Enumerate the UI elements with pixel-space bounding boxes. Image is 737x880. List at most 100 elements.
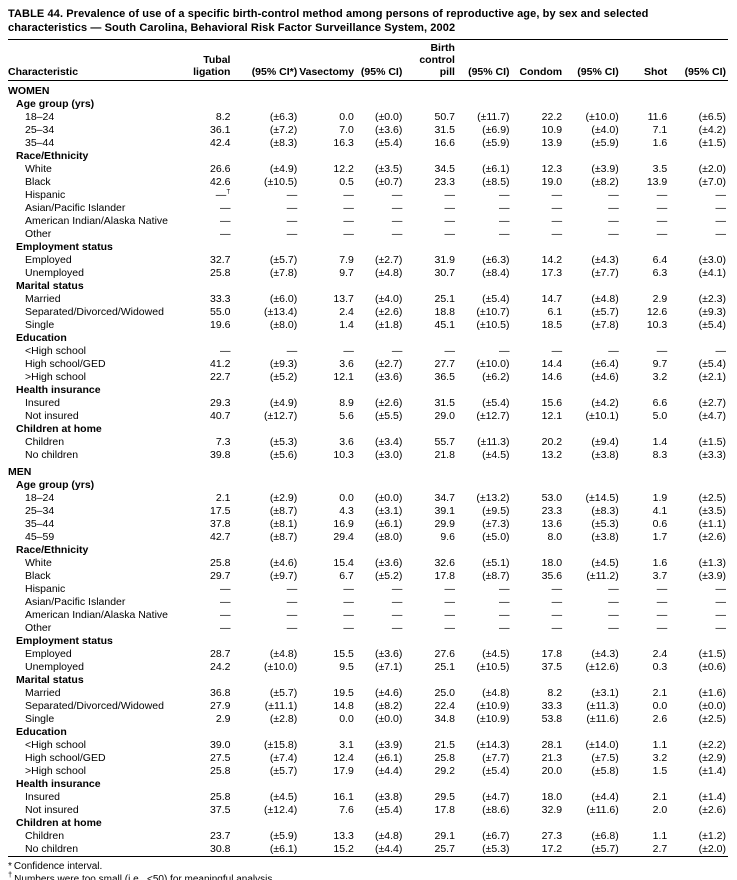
value-cell: 0.3 xyxy=(652,660,668,673)
ci-cell: (±0.0) xyxy=(375,712,403,725)
value-cell: 9.5 xyxy=(339,660,354,673)
value-cell: 37.5 xyxy=(541,660,563,673)
row-label: >High school xyxy=(25,764,86,777)
col-header-condom: Condom xyxy=(511,38,565,81)
ci-cell: — xyxy=(715,188,727,201)
value-cell: 3.7 xyxy=(652,569,668,582)
value-cell: — xyxy=(444,582,455,595)
ci-cell: (±6.3) xyxy=(482,253,510,266)
ci-cell: (±4.9) xyxy=(269,162,298,175)
ci-cell: (±3.8) xyxy=(591,530,619,543)
ci-cell: (±5.5) xyxy=(375,409,403,422)
row-label: American Indian/Alaska Native xyxy=(25,608,168,621)
row-label: Unemployed xyxy=(25,660,84,673)
ci-cell: — xyxy=(715,227,727,240)
value-cell: 31.9 xyxy=(434,253,455,266)
row-label: <High school xyxy=(25,344,86,357)
ci-cell: (±1.5) xyxy=(698,136,726,149)
value-cell: 7.3 xyxy=(215,435,231,448)
value-cell: 32.7 xyxy=(210,253,231,266)
ci-cell: (±4.3) xyxy=(591,253,619,266)
value-cell: — xyxy=(656,621,668,634)
row-label: Not insured xyxy=(25,409,79,422)
value-cell: 39.1 xyxy=(434,504,455,517)
value-cell: — xyxy=(551,621,563,634)
value-cell: 2.1 xyxy=(652,790,668,803)
ci-cell: (±4.0) xyxy=(375,292,403,305)
ci-cell: — xyxy=(286,595,298,608)
table-row: >High school 22.7 (±5.2) 12.1 (±3.6) 36.5 (±6.… xyxy=(8,371,728,384)
ci-cell: (±4.1) xyxy=(698,266,726,279)
value-cell: 13.2 xyxy=(541,448,563,461)
value-cell: 10.9 xyxy=(541,123,563,136)
ci-cell: (±2.5) xyxy=(698,712,726,725)
table-row: <High school 39.0 (±15.8) 3.1 (±3.9) 21.5 (±14… xyxy=(8,739,728,752)
table-row: Hispanic —† — — — — — — — — — xyxy=(8,189,728,202)
ci-cell: (±9.3) xyxy=(698,305,726,318)
ci-cell: (±0.6) xyxy=(698,660,726,673)
ci-cell: (±7.8) xyxy=(269,266,298,279)
ci-cell: (±6.4) xyxy=(591,357,619,370)
value-cell: 25.8 xyxy=(210,266,231,279)
ci-cell: (±7.4) xyxy=(269,751,298,764)
ci-cell: (±3.5) xyxy=(375,162,403,175)
value-cell: 6.6 xyxy=(652,396,668,409)
row-label: Other xyxy=(25,227,52,240)
value-cell: 13.3 xyxy=(333,829,354,842)
ci-cell: (±5.4) xyxy=(698,318,726,331)
table-row: White 25.8 (±4.6) 15.4 (±3.6) 32.6 (±5.1) 18.0 (… xyxy=(8,557,728,570)
value-cell: 31.5 xyxy=(434,123,455,136)
table-row: White 26.6 (±4.9) 12.2 (±3.5) 34.5 (±6.1) 12.3 (… xyxy=(8,163,728,176)
subsection-header-row: Age group (yrs) xyxy=(8,479,728,492)
ci-cell: — xyxy=(608,227,619,240)
value-cell: — xyxy=(343,621,354,634)
ci-cell: (±4.4) xyxy=(591,790,619,803)
subsection-label: Race/Ethnicity xyxy=(16,149,89,162)
ci-cell: (±8.4) xyxy=(482,266,510,279)
value-cell: 30.7 xyxy=(434,266,455,279)
value-cell: 34.8 xyxy=(434,712,455,725)
ci-cell: (±7.5) xyxy=(591,751,619,764)
row-label: Married xyxy=(25,686,61,699)
ci-cell: (±10.9) xyxy=(476,712,510,725)
ci-cell: (±14.5) xyxy=(585,491,619,504)
row-label: American Indian/Alaska Native xyxy=(25,214,168,227)
table-row: Other — — — — — — — — — — xyxy=(8,622,728,635)
ci-cell: (±3.6) xyxy=(375,123,403,136)
value-cell: —† xyxy=(182,189,233,202)
ci-cell: (±10.9) xyxy=(476,699,510,712)
ci-cell: — xyxy=(391,214,403,227)
ci-cell: (±5.2) xyxy=(269,370,298,383)
value-cell: — xyxy=(219,227,231,240)
value-cell: — xyxy=(551,595,563,608)
table-row: Hispanic — — — — — — — — — — xyxy=(8,583,728,596)
value-cell: — xyxy=(219,201,231,214)
ci-cell: — xyxy=(391,227,403,240)
ci-cell: — xyxy=(499,227,510,240)
value-cell: — xyxy=(343,227,354,240)
value-cell: — xyxy=(551,188,563,201)
value-cell: 26.6 xyxy=(210,162,231,175)
value-cell: 18.5 xyxy=(541,318,563,331)
ci-cell: — xyxy=(391,595,403,608)
ci-cell: (±2.5) xyxy=(698,491,726,504)
ci-cell: (±8.5) xyxy=(482,175,510,188)
value-cell: 7.1 xyxy=(652,123,668,136)
ci-cell: (±6.1) xyxy=(375,751,403,764)
value-cell: — xyxy=(343,608,354,621)
value-cell: 8.3 xyxy=(652,448,668,461)
value-cell: 12.1 xyxy=(333,370,354,383)
ci-cell: (±10.0) xyxy=(585,110,619,123)
value-cell: 5.0 xyxy=(652,409,668,422)
subsection-label: Children at home xyxy=(16,816,102,829)
value-cell: 14.7 xyxy=(541,292,563,305)
ci-cell: — xyxy=(499,344,510,357)
value-cell: 27.5 xyxy=(210,751,231,764)
ci-cell: (±0.0) xyxy=(698,699,726,712)
subsection-header-row: Employment status xyxy=(8,241,728,254)
value-cell: 12.2 xyxy=(333,162,354,175)
row-label: Children xyxy=(25,829,65,842)
value-cell: — xyxy=(656,608,668,621)
ci-cell: — xyxy=(715,621,727,634)
group-label: MEN xyxy=(8,465,32,478)
